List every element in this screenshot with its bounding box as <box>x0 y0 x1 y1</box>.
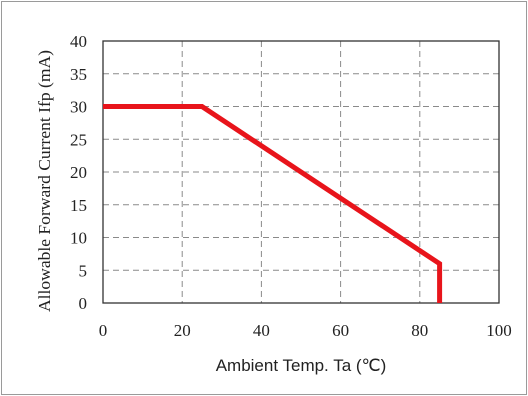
x-tick-label: 40 <box>253 321 270 340</box>
y-tick-label: 40 <box>70 32 87 51</box>
y-tick-label: 0 <box>79 294 88 313</box>
y-tick-label: 10 <box>70 229 87 248</box>
y-tick-label: 35 <box>70 65 87 84</box>
plot-area <box>102 40 500 304</box>
grid-layer <box>103 41 499 303</box>
x-tick-label: 60 <box>332 321 349 340</box>
y-tick-label: 25 <box>70 130 87 149</box>
x-tick-label: 0 <box>99 321 108 340</box>
series-line <box>103 104 443 303</box>
x-axis-label: Ambient Temp. Ta (℃) <box>216 356 387 375</box>
y-tick-label: 20 <box>70 163 87 182</box>
x-tick-labels: 0 20 40 60 80 100 <box>99 321 512 340</box>
series-layer <box>103 104 443 303</box>
y-tick-label: 30 <box>70 98 87 117</box>
x-tick-label: 80 <box>411 321 428 340</box>
y-axis-label: Allowable Forward Current Ifp (mA) <box>35 50 54 312</box>
x-tick-label: 20 <box>174 321 191 340</box>
y-tick-label: 5 <box>79 261 88 280</box>
x-tick-label: 100 <box>486 321 512 340</box>
y-tick-labels: 0 5 10 15 20 25 30 35 40 <box>70 32 87 313</box>
y-tick-label: 15 <box>70 196 87 215</box>
